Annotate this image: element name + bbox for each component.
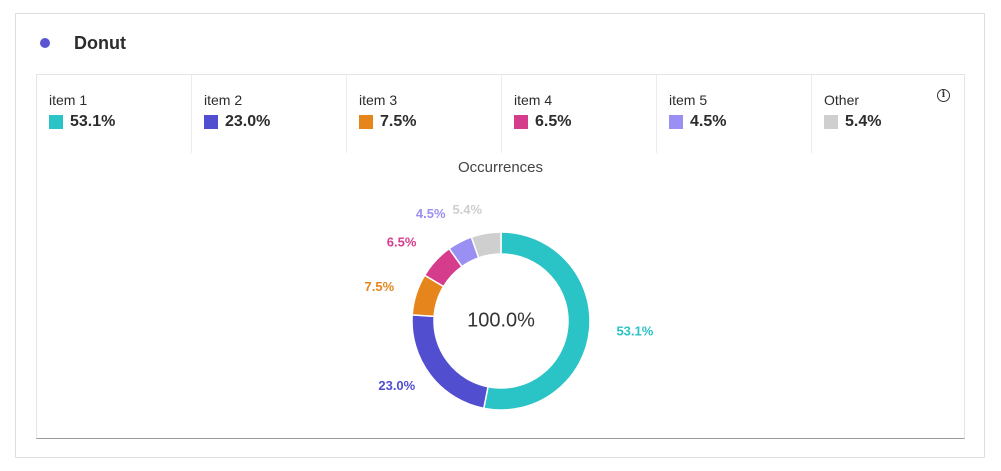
legend-item-other[interactable]: Other 5.4% i bbox=[812, 75, 964, 153]
legend-item-name: item 2 bbox=[204, 92, 243, 108]
legend-item-1[interactable]: item 1 53.1% bbox=[37, 75, 192, 153]
slice-label-2: 23.0% bbox=[378, 378, 415, 393]
legend-item-name: item 4 bbox=[514, 92, 553, 108]
legend: item 1 53.1% item 2 23.0% item 3 7.5% bbox=[37, 75, 964, 153]
chart-panel: item 1 53.1% item 2 23.0% item 3 7.5% bbox=[36, 74, 965, 439]
legend-item-name: item 1 bbox=[49, 92, 88, 108]
donut-card: Donut item 1 53.1% item 2 23.0% item 3 bbox=[15, 13, 985, 458]
donut-slice-1[interactable] bbox=[482, 231, 591, 411]
legend-item-value: 4.5% bbox=[690, 113, 727, 130]
legend-item-4[interactable]: item 4 6.5% bbox=[502, 75, 657, 153]
info-circle-icon[interactable]: i bbox=[937, 89, 950, 102]
card-header: Donut bbox=[40, 32, 126, 54]
donut-center-label: 100.0% bbox=[467, 309, 535, 331]
chart-title: Occurrences bbox=[457, 159, 544, 176]
legend-item-3[interactable]: item 3 7.5% bbox=[347, 75, 502, 153]
legend-item-name: item 3 bbox=[359, 92, 398, 108]
legend-item-name: item 5 bbox=[669, 92, 708, 108]
legend-swatch bbox=[824, 115, 838, 129]
slice-label-6: 5.4% bbox=[452, 202, 482, 217]
legend-item-name: Other bbox=[824, 92, 860, 108]
donut-slice-6[interactable] bbox=[470, 231, 502, 259]
legend-item-2[interactable]: item 2 23.0% bbox=[192, 75, 347, 153]
header-dot-icon bbox=[40, 38, 50, 48]
slice-label-1: 53.1% bbox=[616, 324, 653, 339]
legend-swatch bbox=[204, 115, 218, 129]
slice-label-5: 4.5% bbox=[416, 206, 446, 221]
legend-item-value: 6.5% bbox=[535, 113, 572, 130]
legend-item-value: 53.1% bbox=[70, 113, 116, 130]
legend-item-value: 7.5% bbox=[380, 113, 417, 130]
legend-swatch bbox=[514, 115, 528, 129]
legend-swatch bbox=[359, 115, 373, 129]
legend-item-value: 23.0% bbox=[225, 113, 271, 130]
legend-item-5[interactable]: item 5 4.5% bbox=[657, 75, 812, 153]
donut-chart: 53.1% 23.0% 7.5% 6.5% 4.5% 5.4% 100.0% bbox=[365, 202, 654, 411]
legend-swatch bbox=[669, 115, 683, 129]
slice-label-4: 6.5% bbox=[387, 235, 417, 250]
slice-label-3: 7.5% bbox=[365, 279, 395, 294]
legend-swatch bbox=[49, 115, 63, 129]
card-title: Donut bbox=[74, 32, 126, 53]
legend-item-value: 5.4% bbox=[845, 113, 882, 130]
